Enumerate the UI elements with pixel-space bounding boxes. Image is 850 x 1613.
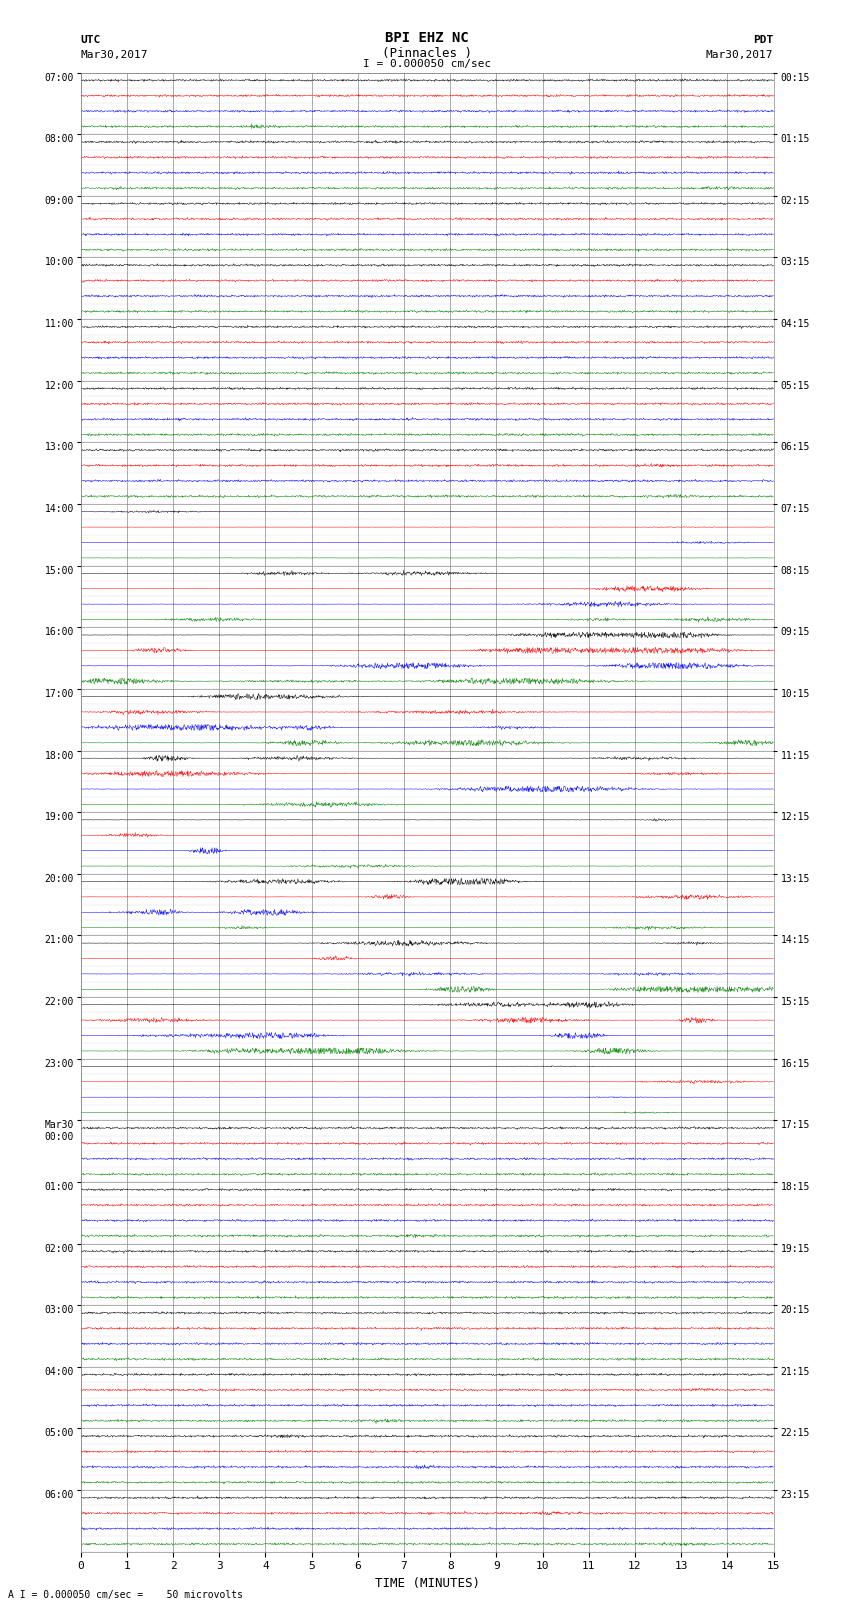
Text: I = 0.000050 cm/sec: I = 0.000050 cm/sec (363, 60, 491, 69)
Text: A I = 0.000050 cm/sec =    50 microvolts: A I = 0.000050 cm/sec = 50 microvolts (8, 1590, 243, 1600)
X-axis label: TIME (MINUTES): TIME (MINUTES) (375, 1578, 479, 1590)
Text: Mar30,2017: Mar30,2017 (81, 50, 148, 60)
Text: PDT: PDT (753, 35, 774, 45)
Text: (Pinnacles ): (Pinnacles ) (382, 47, 472, 60)
Text: BPI EHZ NC: BPI EHZ NC (385, 31, 469, 45)
Text: UTC: UTC (81, 35, 101, 45)
Text: Mar30,2017: Mar30,2017 (706, 50, 774, 60)
